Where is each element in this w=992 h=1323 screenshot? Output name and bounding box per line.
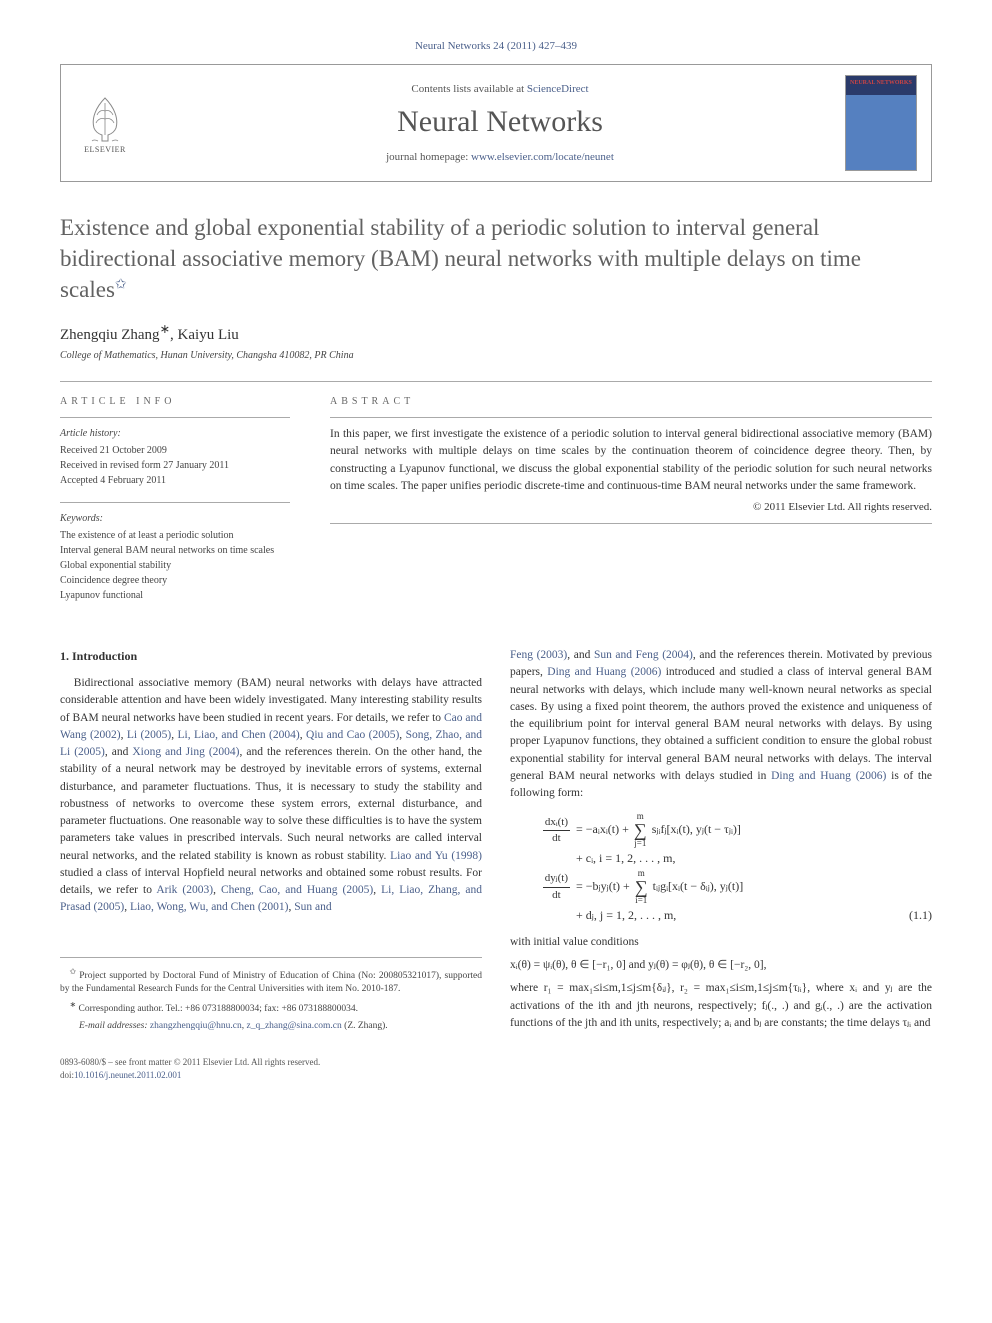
doi-link[interactable]: 10.1016/j.neunet.2011.02.001 [74,1070,181,1080]
citation-link[interactable]: Ding and Huang (2006) [547,666,661,678]
elsevier-label: ELSEVIER [84,145,126,154]
citation-link[interactable]: Cheng, Cao, and Huang (2005) [221,884,373,896]
footer-bar: 0893-6080/$ – see front matter © 2011 El… [60,1056,932,1081]
section-1-heading: 1. Introduction [60,647,482,665]
author-2: , Kaiyu Liu [170,327,239,343]
equation-initial-conditions: xᵢ(θ) = ψᵢ(θ), θ ∈ [−r₁, 0] and yⱼ(θ) = … [510,957,932,974]
footnotes: ✩ Project supported by Doctoral Fund of … [60,957,482,1034]
front-matter-line: 0893-6080/$ – see front matter © 2011 El… [60,1056,932,1069]
eq-text: tᵢⱼgᵢ[xᵢ(t − δᵢⱼ), yⱼ(t)] [650,879,744,893]
abstract-column: ABSTRACT In this paper, we first investi… [330,396,932,617]
journal-ref-link[interactable]: Neural Networks 24 (2011) 427–439 [415,40,577,52]
abstract-copyright: © 2011 Elsevier Ltd. All rights reserved… [330,501,932,513]
journal-cover-thumbnail[interactable]: NEURAL NETWORKS [845,75,917,171]
body-paragraph: with initial value conditions [510,934,932,951]
sum-lower: j=1 [634,839,647,848]
citation-link[interactable]: Li, Liao, and Chen (2004) [178,729,300,741]
footnote-email: E-mail addresses: zhangzhengqiu@hnu.cn, … [60,1020,482,1033]
article-history: Article history: Received 21 October 200… [60,426,290,488]
sciencedirect-link[interactable]: ScienceDirect [527,83,589,95]
eq-text: + dⱼ, j = 1, 2, . . . , m, [576,907,897,924]
abstract-label: ABSTRACT [330,396,932,407]
footnote-corresponding: ∗ Corresponding author. Tel.: +86 073188… [60,999,482,1016]
text-run: introduced and studied a class of interv… [510,666,932,782]
history-line: Received in revised form 27 January 2011 [60,458,290,473]
footnote-text: Corresponding author. Tel.: +86 07318880… [76,1005,358,1015]
journal-reference: Neural Networks 24 (2011) 427–439 [60,40,932,52]
keyword: Lyapunov functional [60,588,290,603]
contents-available-line: Contents lists available at ScienceDirec… [155,83,845,95]
article-info-column: ARTICLE INFO Article history: Received 2… [60,396,290,617]
cover-thumb-title: NEURAL NETWORKS [850,80,912,86]
eq-denominator: dt [543,831,570,846]
contents-prefix: Contents lists available at [411,83,526,95]
citation-link[interactable]: Liao and Yu (1998) [390,850,482,862]
column-right: Feng (2003), and Sun and Feng (2004), an… [510,647,932,1036]
eq-numerator: dxᵢ(t) [543,815,570,831]
keyword: Interval general BAM neural networks on … [68,543,290,558]
email-link[interactable]: z_q_zhang@sina.com.cn [247,1021,342,1031]
intro-paragraph-cont: Feng (2003), and Sun and Feng (2004), an… [510,647,932,802]
body-paragraph: where r₁ = max₁≤i≤m,1≤j≤m{δᵢⱼ}, r₂ = max… [510,980,932,1032]
authors: Zhengqiu Zhang∗, Kaiyu Liu [60,321,932,344]
citation-link[interactable]: Qiu and Cao (2005) [306,729,399,741]
homepage-prefix: journal homepage: [386,151,471,163]
citation-link[interactable]: Liao, Wong, Wu, and Chen (2001) [130,901,289,913]
author-1-link[interactable]: Zhengqiu Zhang [60,327,160,343]
abstract-text: In this paper, we first investigate the … [330,426,932,495]
corresponding-marker: ∗ [160,322,170,336]
keyword: The existence of at least a periodic sol… [60,528,290,543]
keyword: Global exponential stability [60,558,290,573]
citation-link[interactable]: Li (2005) [127,729,171,741]
doi-line: doi:10.1016/j.neunet.2011.02.001 [60,1069,932,1082]
title-footnote-marker: ✩ [115,277,127,292]
body-two-column: 1. Introduction Bidirectional associativ… [60,647,932,1036]
doi-label: doi: [60,1070,74,1080]
citation-link[interactable]: Ding and Huang (2006) [771,770,886,782]
text-run: Bidirectional associative memory (BAM) n… [60,677,482,724]
eq-text: = −aᵢxᵢ(t) + [576,822,632,836]
email-link[interactable]: zhangzhengqiu@hnu.cn [150,1021,242,1031]
text-run: (Z. Zhang). [342,1021,388,1031]
affiliation: College of Mathematics, Hunan University… [60,350,932,361]
equation-number: (1.1) [897,907,932,924]
sum-lower: i=1 [635,896,648,905]
history-title: Article history: [60,426,290,441]
citation-link[interactable]: Sun and [294,901,331,913]
article-title: Existence and global exponential stabili… [60,212,932,305]
homepage-link[interactable]: www.elsevier.com/locate/neunet [471,151,614,163]
eq-text: + cᵢ, i = 1, 2, . . . , m, [576,850,932,867]
citation-link[interactable]: Sun and Feng (2004) [594,649,693,661]
keywords-title: Keywords: [60,511,290,526]
article-info-label: ARTICLE INFO [60,396,290,407]
footnote-funding: ✩ Project supported by Doctoral Fund of … [60,966,482,997]
elsevier-tree-icon [80,93,130,143]
intro-paragraph: Bidirectional associative memory (BAM) n… [60,675,482,917]
eq-text: sⱼᵢfⱼ[xᵢ(t), yⱼ(t − τⱼᵢ)] [649,822,741,836]
footnote-text: Project supported by Doctoral Fund of Mi… [60,971,482,994]
email-label: E-mail addresses: [79,1021,150,1031]
history-line: Received 21 October 2009 [60,443,290,458]
elsevier-logo[interactable]: ELSEVIER [75,88,135,158]
journal-name: Neural Networks [155,105,845,139]
info-abstract-row: ARTICLE INFO Article history: Received 2… [60,381,932,617]
citation-link[interactable]: Arik (2003) [156,884,213,896]
citation-link[interactable]: Xiong and Jing (2004) [132,746,239,758]
history-line: Accepted 4 February 2011 [60,473,290,488]
eq-text: = −bⱼyⱼ(t) + [576,879,633,893]
homepage-line: journal homepage: www.elsevier.com/locat… [155,151,845,163]
eq-denominator: dt [543,888,570,903]
eq-numerator: dyⱼ(t) [543,871,570,887]
keyword: Coincidence degree theory [60,573,290,588]
equation-1-1: dxᵢ(t)dt = −aᵢxᵢ(t) + m∑j=1 sⱼᵢfⱼ[xᵢ(t),… [528,812,932,924]
text-run: , and the references therein. On the oth… [60,746,482,862]
column-left: 1. Introduction Bidirectional associativ… [60,647,482,1036]
article-title-text: Existence and global exponential stabili… [60,215,861,302]
citation-link[interactable]: Feng (2003) [510,649,567,661]
header-center: Contents lists available at ScienceDirec… [155,83,845,163]
keywords-block: Keywords: The existence of at least a pe… [60,511,290,603]
journal-header: ELSEVIER Contents lists available at Sci… [60,64,932,182]
